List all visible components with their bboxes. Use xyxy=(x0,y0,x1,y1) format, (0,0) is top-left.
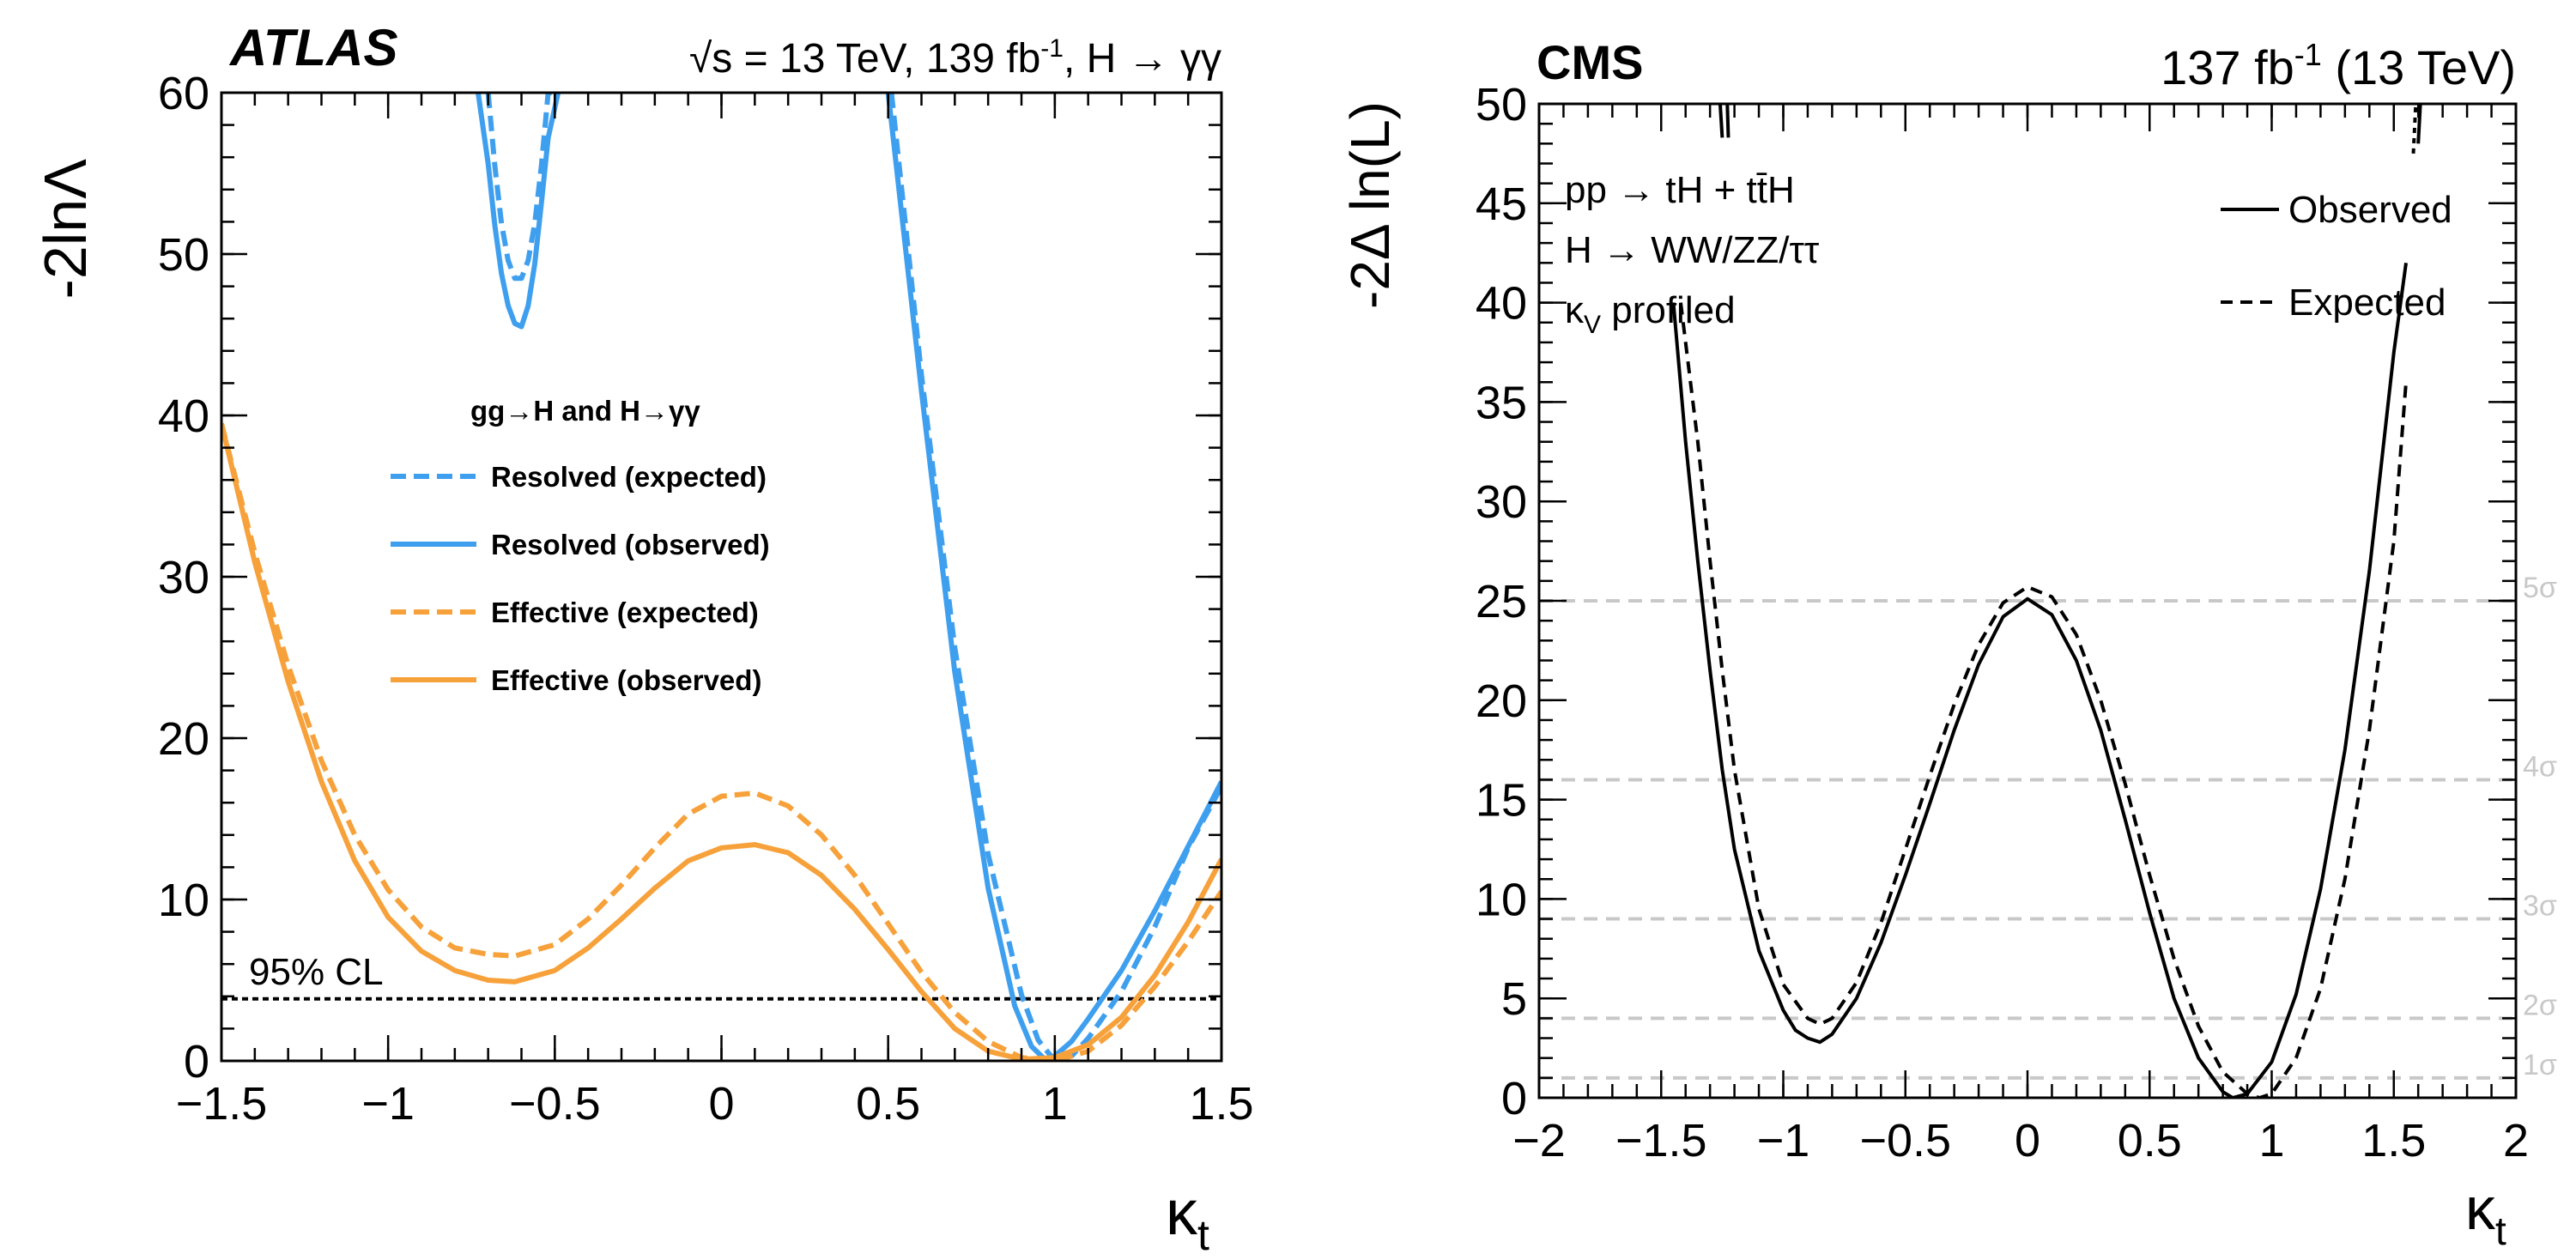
atlas-x-tick-label: 0.5 xyxy=(856,1078,920,1130)
atlas-y-tick-label: 40 xyxy=(158,391,209,442)
atlas-y-tick-label: 0 xyxy=(184,1036,209,1087)
cms-x-tick-label: 0 xyxy=(2015,1115,2040,1166)
cms-expected-top-stub-right xyxy=(2411,104,2418,154)
cms-y-tick-label: 40 xyxy=(1476,278,1527,330)
cms-experiment-label: CMS xyxy=(1537,35,1643,89)
cms-y-tick-label: 15 xyxy=(1476,775,1527,827)
cms-y-tick-label: 30 xyxy=(1476,476,1527,528)
cms-x-axis-symbol: κ xyxy=(2465,1175,2496,1242)
atlas-header-sup: -1 xyxy=(1040,34,1064,63)
cms-process-kappa-sub: V xyxy=(1584,311,1601,339)
atlas-y-tick-label: 60 xyxy=(158,68,209,119)
cms-sigma-label: 4σ xyxy=(2523,750,2557,783)
atlas-legend-label: Resolved (observed) xyxy=(491,529,770,560)
cms-sigma-label: 3σ xyxy=(2523,890,2557,923)
cms-process-line-1: pp → tH + tt̄H xyxy=(1565,169,1795,211)
atlas-legend-title: gg→H and H→γγ xyxy=(470,395,700,427)
cms-header: 137 fb-1 (13 TeV) xyxy=(2161,37,2516,94)
cms-x-tick-label: 2 xyxy=(2503,1115,2529,1166)
cms-sigma-label: 2σ xyxy=(2523,989,2557,1021)
cms-sigma-label: 5σ xyxy=(2523,572,2557,604)
atlas-x-axis-symbol: κ xyxy=(1166,1177,1198,1248)
cms-y-tick-label: 5 xyxy=(1501,973,1527,1025)
atlas-header: √s = 13 TeV, 139 fb-1, H → γγ xyxy=(689,34,1221,82)
cms-x-tick-label: 0.5 xyxy=(2118,1115,2182,1166)
atlas-legend-label: Resolved (expected) xyxy=(491,461,767,493)
cms-x-tick-label: −0.5 xyxy=(1859,1115,1951,1166)
atlas-experiment-label: ATLAS xyxy=(228,19,398,76)
atlas-series-resolved-observed xyxy=(476,93,561,330)
cms-series-expected xyxy=(1679,302,2408,1098)
atlas-y-tick-label: 30 xyxy=(158,552,209,603)
cms-process-line-3: κV profiled xyxy=(1565,289,1736,339)
cms-x-tick-label: 1 xyxy=(2258,1115,2284,1166)
cms-legend-label: Observed xyxy=(2288,189,2452,231)
cms-y-tick-label: 0 xyxy=(1501,1073,1527,1124)
atlas-series-resolved-expected-main xyxy=(888,93,1221,1061)
cms-legend: Observed Expected xyxy=(2221,189,2452,324)
cms-x-axis-title: κt xyxy=(2465,1175,2506,1253)
atlas-series-resolved-expected xyxy=(485,93,555,282)
atlas-legend: Resolved (expected) Resolved (observed) Ef… xyxy=(391,461,770,696)
cms-x-tick-label: 1.5 xyxy=(2361,1115,2426,1166)
cms-sigma-label: 1σ xyxy=(2523,1049,2557,1081)
cms-header-tail: (13 TeV) xyxy=(2322,40,2516,94)
atlas-x-tick-label: −1 xyxy=(361,1078,415,1130)
atlas-x-tick-label: 1.5 xyxy=(1189,1078,1253,1130)
atlas-x-tick-label: −1.5 xyxy=(176,1078,268,1130)
atlas-y-tick-label: 20 xyxy=(158,713,209,765)
atlas-x-tick-label: 1 xyxy=(1042,1078,1068,1130)
cms-legend-label: Expected xyxy=(2288,282,2446,324)
cms-series-observed xyxy=(1671,263,2408,1098)
cms-x-tick-label: −1 xyxy=(1757,1115,1810,1166)
atlas-x-axis-sub: t xyxy=(1197,1211,1209,1259)
cms-y-tick-label: 35 xyxy=(1476,377,1527,428)
atlas-panel: −1.5 −1 −0.5 0 0.5 1 1.5 0 10 20 30 40 50 60 ATLAS √s… xyxy=(32,19,1254,1259)
cms-x-tick-label: −1.5 xyxy=(1615,1115,1707,1166)
cms-y-tick-label: 50 xyxy=(1476,79,1527,130)
atlas-x-tick-label: 0 xyxy=(708,1078,734,1130)
cms-x-axis-sub: t xyxy=(2495,1209,2506,1253)
cms-x-tick-label: −2 xyxy=(1512,1115,1566,1166)
cms-y-tick-label: 45 xyxy=(1476,179,1527,230)
cms-header-sup: -1 xyxy=(2294,37,2322,72)
cms-observed-top-stub-right xyxy=(2416,104,2422,144)
atlas-x-axis-title: κt xyxy=(1166,1177,1209,1259)
cms-y-tick-label: 20 xyxy=(1476,675,1527,727)
atlas-y-tick-label: 10 xyxy=(158,875,209,926)
atlas-header-tail: , H → γγ xyxy=(1064,36,1221,82)
atlas-y-tick-label: 50 xyxy=(158,229,209,281)
atlas-header-main: √s = 13 TeV, 139 fb xyxy=(689,36,1040,82)
cms-header-main: 137 fb xyxy=(2161,40,2294,94)
atlas-series-resolved-observed-main xyxy=(885,93,1221,1061)
atlas-cl-label: 95% CL xyxy=(249,951,384,993)
cms-process-line-2: H → WW/ZZ/ττ xyxy=(1565,229,1820,271)
atlas-series-effective-expected xyxy=(221,422,1221,1061)
atlas-legend-label: Effective (expected) xyxy=(491,597,759,628)
cms-y-tick-label: 10 xyxy=(1476,874,1527,925)
atlas-x-tick-label: −0.5 xyxy=(509,1078,601,1130)
atlas-legend-label: Effective (observed) xyxy=(491,664,761,696)
atlas-y-axis-title: -2lnΛ xyxy=(32,159,99,300)
cms-process-profiled: profiled xyxy=(1601,289,1736,331)
cms-y-axis-title: -2Δ ln(L) xyxy=(1339,101,1401,309)
cms-y-tick-label: 25 xyxy=(1476,576,1527,627)
atlas-plot-frame xyxy=(220,91,1223,1063)
cms-process-kappa: κ xyxy=(1565,289,1585,331)
